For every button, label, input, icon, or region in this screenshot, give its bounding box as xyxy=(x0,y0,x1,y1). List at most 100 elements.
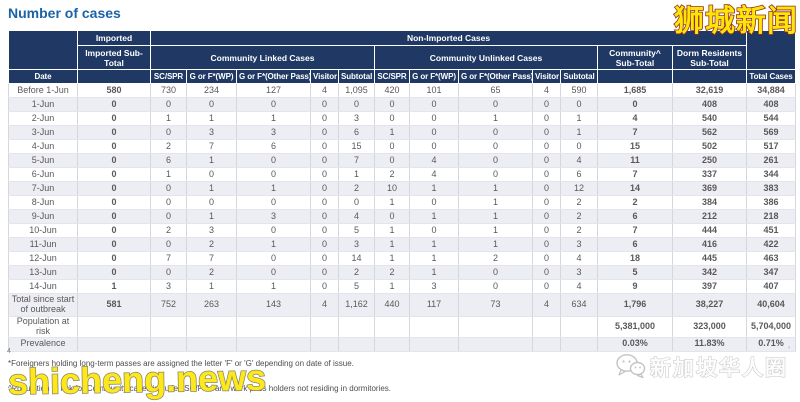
value-cell: 6 xyxy=(338,125,375,140)
value-cell: 408 xyxy=(746,97,796,112)
header-col-wp-linked: G or F*(WP) xyxy=(186,69,237,84)
value-cell: 1 xyxy=(458,209,533,224)
value-cell: 3 xyxy=(236,125,311,140)
value-cell: 0 xyxy=(310,167,339,182)
header-community-linked: Community Linked Cases xyxy=(150,45,375,70)
header-col-scspr-unlinked: SC/SPR xyxy=(374,69,410,84)
value-cell: 1,162 xyxy=(338,293,375,317)
value-cell: 12 xyxy=(560,181,598,196)
value-cell: 0 xyxy=(532,195,561,210)
value-cell: 1,095 xyxy=(338,83,375,98)
value-cell: 0 xyxy=(236,97,311,112)
row-label: 7-Jun xyxy=(8,181,78,196)
value-cell: 369 xyxy=(672,181,747,196)
value-cell: 1 xyxy=(409,265,459,280)
value-cell: 344 xyxy=(746,167,796,182)
value-cell: 0 xyxy=(77,153,151,168)
value-cell: 1 xyxy=(338,167,375,182)
value-cell xyxy=(186,336,237,352)
value-cell: 0 xyxy=(77,181,151,196)
table-row: 14-Jun 1 3 1 1 0 5 1 3 0 0 4 9 397 407 xyxy=(8,279,796,294)
value-cell: 0 xyxy=(236,167,311,182)
value-cell: 0 xyxy=(310,251,339,266)
value-cell xyxy=(560,316,598,338)
value-cell: 386 xyxy=(746,195,796,210)
value-cell: 0 xyxy=(374,209,410,224)
value-cell: 0 xyxy=(458,167,533,182)
value-cell: 4 xyxy=(560,279,598,294)
header-row-columns: Date SC/SPR G or F*(WP) G or F*(Other Pa… xyxy=(8,69,796,84)
value-cell: 0 xyxy=(77,265,151,280)
value-cell: 397 xyxy=(672,279,747,294)
value-cell xyxy=(374,336,410,352)
row-label: 13-Jun xyxy=(8,265,78,280)
table-row: 8-Jun 0 0 0 0 0 0 1 0 1 0 2 2 384 386 xyxy=(8,195,796,210)
footnote-2: ^Population at risk for Community cases … xyxy=(8,384,392,393)
value-cell: 261 xyxy=(746,153,796,168)
table-body: Before 1-Jun 580 730 234 127 4 1,095 420 101 65 4 5… xyxy=(8,83,796,352)
value-cell: 18 xyxy=(597,251,673,266)
value-cell: 0 xyxy=(409,125,459,140)
value-cell: 7 xyxy=(597,125,673,140)
value-cell: 212 xyxy=(672,209,747,224)
table-row: 1-Jun 0 0 0 0 0 0 0 0 0 0 0 0 408 408 xyxy=(8,97,796,112)
footnote-1: *Foreigners holding long-term passes are… xyxy=(8,359,354,368)
row-label: 2-Jun xyxy=(8,111,78,126)
value-cell: 127 xyxy=(236,83,311,98)
value-cell: 1 xyxy=(236,237,311,252)
table-header: Imported Non-Imported Cases Imported Sub… xyxy=(8,30,796,84)
row-label: Before 1-Jun xyxy=(8,83,78,98)
value-cell: 0 xyxy=(310,139,339,154)
value-cell: 1 xyxy=(150,111,187,126)
value-cell: 5 xyxy=(597,265,673,280)
row-label: 11-Jun xyxy=(8,237,78,252)
value-cell: 0 xyxy=(532,223,561,238)
header-col-otherpass-linked: G or F*(Other Pass) xyxy=(236,69,311,84)
value-cell: 3 xyxy=(150,279,187,294)
value-cell: 1 xyxy=(458,237,533,252)
value-cell: 0 xyxy=(310,153,339,168)
header-total-spacer xyxy=(746,30,796,70)
table-row: Total since start of outbreak 581 752 263 14… xyxy=(8,293,796,317)
shicheng-news-logo: 狮城新闻 xyxy=(673,5,798,38)
value-cell: 581 xyxy=(77,293,151,317)
value-cell xyxy=(77,336,151,352)
value-cell: 4 xyxy=(310,83,339,98)
row-label: 3-Jun xyxy=(8,125,78,140)
header-row-groups: Imported Non-Imported Cases xyxy=(8,30,796,70)
value-cell: 14 xyxy=(338,251,375,266)
value-cell: 1 xyxy=(374,251,410,266)
value-cell: 38,227 xyxy=(672,293,747,317)
value-cell: 2 xyxy=(560,209,598,224)
value-cell: 407 xyxy=(746,279,796,294)
value-cell: 0 xyxy=(458,265,533,280)
value-cell: 7 xyxy=(186,251,237,266)
wechat-icon xyxy=(614,352,646,384)
row-label: 4-Jun xyxy=(8,139,78,154)
value-cell: 0 xyxy=(458,125,533,140)
value-cell: 0 xyxy=(310,223,339,238)
value-cell: 4 xyxy=(532,83,561,98)
value-cell: 1 xyxy=(458,181,533,196)
value-cell: 34,884 xyxy=(746,83,796,98)
page-title: Number of cases xyxy=(8,5,121,21)
value-cell: 234 xyxy=(186,83,237,98)
value-cell: 0 xyxy=(77,111,151,126)
value-cell: 3 xyxy=(338,111,375,126)
value-cell: 1 xyxy=(186,181,237,196)
value-cell: 3 xyxy=(560,237,598,252)
value-cell: 2 xyxy=(458,251,533,266)
table-row: 2-Jun 0 1 1 1 0 3 0 0 1 0 1 4 540 544 xyxy=(8,111,796,126)
value-cell: 5,381,000 xyxy=(597,316,673,338)
value-cell xyxy=(560,336,598,352)
value-cell: 445 xyxy=(672,251,747,266)
value-cell: 1 xyxy=(374,195,410,210)
value-cell: 4 xyxy=(409,153,459,168)
value-cell: 10 xyxy=(374,181,410,196)
value-cell: 0 xyxy=(310,209,339,224)
table-row: 9-Jun 0 0 1 3 0 4 0 1 1 0 2 6 212 218 xyxy=(8,209,796,224)
value-cell: 422 xyxy=(746,237,796,252)
wechat-watermark-label: 新加坡华人圈 xyxy=(650,356,788,380)
value-cell: 3 xyxy=(560,265,598,280)
value-cell: 0 xyxy=(409,139,459,154)
